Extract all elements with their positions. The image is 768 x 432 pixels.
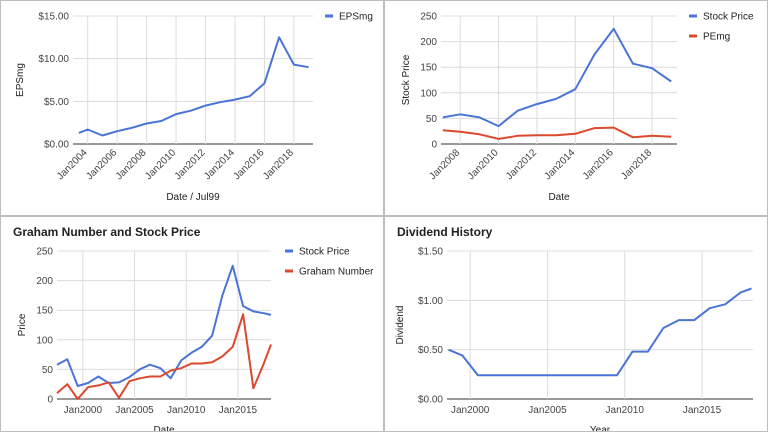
x-axis-title: Year [590, 425, 611, 432]
x-axis-title: Date / Jul99 [166, 192, 220, 203]
chart-title: Graham Number and Stock Price [13, 225, 201, 239]
x-tick-label: Jan2010 [466, 147, 501, 182]
y-tick-label: 0 [431, 140, 437, 151]
x-tick-label: Jan2008 [114, 147, 149, 182]
y-tick-label: $0.50 [418, 345, 443, 356]
x-tick-label: Jan2010 [167, 405, 206, 416]
x-tick-label: Jan2000 [64, 405, 103, 416]
y-tick-label: $1.00 [418, 296, 443, 307]
y-tick-label: 200 [420, 37, 437, 48]
y-tick-label: 100 [36, 335, 53, 346]
series-line-graham-number [56, 313, 272, 400]
x-tick-label: Jan2015 [683, 405, 722, 416]
x-tick-label: Jan2012 [173, 147, 208, 182]
chart-svg-graham: 0 50 100 150 200 250 Jan2000 Jan2005 Jan2010 Jan2… [17, 247, 374, 432]
x-tick-label: Jan2006 [84, 147, 119, 182]
x-tick-label: Jan2000 [451, 405, 490, 416]
y-tick-label: $15.00 [38, 12, 69, 23]
y-tick-label: 150 [36, 306, 53, 317]
x-tick-label: Jan2014 [543, 147, 578, 182]
chart-panel-stock-pe: 0 50 100 150 200 250 Jan2008 Jan2010 Jan2012 Jan2… [384, 0, 768, 216]
x-tick-label: Jan2016 [581, 147, 616, 182]
legend-label: EPSmg [339, 12, 373, 23]
x-tick-label: Jan2016 [232, 147, 267, 182]
y-tick-label: $5.00 [44, 97, 69, 108]
x-tick-label: Jan2005 [528, 405, 567, 416]
x-tick-label: Jan2010 [143, 147, 178, 182]
y-axis-title: Stock Price [401, 54, 412, 105]
y-tick-label: 50 [426, 114, 438, 125]
y-axis-title: Dividend [395, 306, 406, 345]
x-tick-label: Jan2014 [202, 147, 237, 182]
legend-label: Stock Price [703, 12, 754, 23]
x-tick-label: Jan2008 [427, 147, 462, 182]
y-tick-label: 250 [36, 247, 53, 258]
chart-title: Dividend History [397, 225, 493, 239]
x-axis-title: Date [548, 192, 570, 203]
x-tick-label: Jan2012 [504, 147, 539, 182]
y-tick-label: $1.50 [418, 247, 443, 258]
legend-label: Stock Price [299, 247, 350, 258]
x-tick-label: Jan2005 [115, 405, 154, 416]
series-line-stock-price [442, 27, 672, 128]
y-tick-label: $0.00 [418, 395, 443, 406]
series-line-dividend [448, 287, 752, 377]
legend-label: Graham Number [299, 267, 374, 278]
chart-panel-graham: Graham Number and Stock Price 0 50 100 150 2… [0, 216, 384, 432]
chart-panel-dividend: Dividend History $0.00 $0.50 $1.00 $1.50 Jan… [384, 216, 768, 432]
y-tick-label: 250 [420, 12, 437, 23]
y-axis-title: Price [17, 313, 28, 336]
x-tick-label: Jan2004 [55, 147, 90, 182]
y-tick-label: $10.00 [38, 54, 69, 65]
chart-panel-eps: $0.00 $5.00 $10.00 $15.00 Jan2004 Jan2006 Jan2… [0, 0, 384, 216]
chart-svg-eps: $0.00$5.00$10.00$15.00Jan2004Jan2006Jan2… [15, 12, 373, 204]
x-tick-label: Jan2018 [619, 147, 654, 182]
series-line-epsmg [78, 36, 309, 137]
y-tick-label: 50 [42, 365, 54, 376]
x-axis-title: Date [153, 425, 175, 432]
x-tick-label: Jan2010 [606, 405, 645, 416]
chart-svg-dividend: $0.00 $0.50 $1.00 $1.50 Jan2000 Jan2005 Jan201… [395, 247, 753, 432]
y-tick-label: 0 [47, 395, 53, 406]
y-tick-label: 200 [36, 276, 53, 287]
y-axis-title: EPSmg [15, 63, 26, 97]
x-tick-label: Jan2015 [219, 405, 258, 416]
y-tick-label: 150 [420, 63, 437, 74]
series-line-pemg [442, 126, 672, 140]
x-tick-label: Jan2018 [261, 147, 296, 182]
y-tick-label: 100 [420, 88, 437, 99]
y-tick-label: $0.00 [44, 140, 69, 151]
legend-label: PEmg [703, 32, 730, 43]
